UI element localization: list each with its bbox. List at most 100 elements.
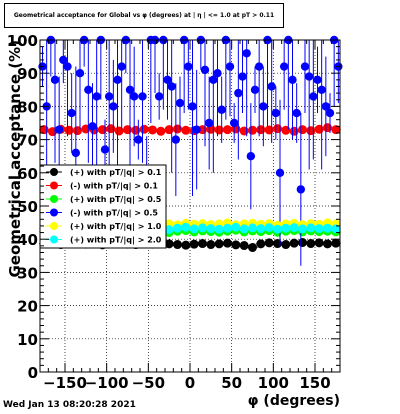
data-point	[296, 185, 306, 194]
legend-marker	[50, 235, 58, 244]
data-point	[175, 98, 185, 108]
legend-marker	[50, 181, 58, 190]
data-point	[134, 135, 143, 144]
data-point	[298, 238, 307, 248]
y-tick-label: 10	[17, 331, 38, 349]
data-point	[204, 118, 214, 128]
data-point	[231, 222, 241, 232]
data-point	[256, 224, 266, 234]
legend-box	[39, 164, 167, 249]
data-point	[229, 118, 239, 128]
y-tick-label: 50	[17, 198, 38, 216]
data-point	[314, 224, 324, 234]
y-tick-label: 30	[17, 264, 38, 282]
data-point	[281, 223, 291, 233]
data-point	[323, 223, 332, 233]
legend-label: (-) with pT/|q| > 0.1	[70, 182, 158, 191]
legend-label: (+) with pT/|q| > 0.1	[70, 168, 162, 177]
y-tick-label: 20	[17, 298, 38, 316]
y-tick-label: 60	[17, 165, 38, 183]
chart-title: Geometrical acceptance for Global vs φ (…	[4, 3, 284, 28]
data-point	[313, 75, 322, 85]
x-tick-label: −150	[43, 374, 87, 392]
data-point	[125, 85, 135, 95]
data-point	[129, 92, 139, 101]
data-point	[314, 238, 324, 248]
data-point	[214, 224, 224, 234]
data-point	[100, 145, 110, 154]
data-point	[223, 238, 232, 248]
data-point	[206, 240, 216, 250]
y-tick-label: 90	[17, 65, 38, 83]
data-point	[181, 222, 191, 232]
data-point	[259, 102, 268, 111]
data-point	[63, 62, 72, 71]
data-point	[304, 72, 314, 81]
data-point	[104, 92, 114, 101]
data-point	[173, 223, 182, 233]
legend: (+) with pT/|q| > 0.1 (-) with pT/|q| > 0…	[39, 164, 167, 249]
data-point	[254, 62, 264, 71]
y-tick-label: 80	[17, 98, 38, 116]
date-stamp: Wed Jan 13 08:20:28 2021	[3, 400, 136, 410]
legend-marker	[50, 168, 58, 176]
data-point	[273, 224, 282, 234]
y-tick-label: 0	[28, 364, 38, 382]
data-point	[173, 240, 182, 250]
data-point	[256, 239, 266, 249]
data-point	[239, 241, 249, 251]
data-point	[84, 85, 93, 95]
data-point	[298, 125, 307, 135]
data-point	[242, 49, 251, 58]
legend-label: (+) with pT/|q| > 0.5	[70, 195, 162, 204]
data-point	[231, 240, 241, 250]
legend-marker	[50, 222, 58, 230]
data-point	[217, 105, 226, 114]
data-point	[209, 75, 218, 85]
data-point	[275, 168, 285, 177]
data-point	[214, 239, 224, 249]
data-point	[223, 223, 232, 233]
data-point	[323, 239, 332, 249]
data-point	[223, 125, 232, 135]
data-point	[264, 238, 274, 248]
x-tick-label: 50	[221, 374, 242, 392]
data-point	[279, 62, 289, 71]
data-point	[309, 92, 318, 101]
data-point	[156, 126, 166, 136]
data-point	[59, 55, 68, 65]
data-point	[171, 135, 181, 144]
y-tick-label: 70	[17, 132, 38, 150]
data-point	[139, 124, 149, 134]
data-point	[75, 69, 85, 78]
data-point	[192, 125, 201, 134]
data-point	[300, 62, 310, 71]
data-point	[181, 240, 191, 250]
legend-label: (+) with pT/|q| > 1.0	[70, 222, 162, 231]
data-point	[50, 75, 60, 85]
data-point	[154, 92, 164, 101]
data-point	[54, 125, 64, 134]
data-point	[238, 72, 247, 81]
data-point	[92, 92, 101, 101]
data-point	[181, 125, 191, 135]
data-point	[198, 223, 207, 233]
data-point	[264, 223, 274, 233]
data-point	[267, 82, 276, 91]
data-point	[117, 62, 126, 71]
y-axis-title: Geometrical acceptance (%)	[6, 40, 24, 278]
x-tick-label: −100	[85, 374, 129, 392]
legend-label: (+) with pT/|q| > 2.0	[70, 236, 162, 245]
data-point	[306, 223, 316, 233]
data-point	[148, 125, 157, 135]
data-point	[206, 224, 216, 234]
data-point	[246, 152, 256, 161]
data-point	[250, 85, 260, 95]
data-point	[239, 224, 249, 234]
data-point	[298, 224, 307, 234]
data-point	[71, 148, 81, 158]
data-point	[317, 85, 326, 95]
data-point	[234, 88, 243, 98]
y-tick-label: 40	[17, 231, 38, 249]
data-point	[292, 108, 301, 118]
